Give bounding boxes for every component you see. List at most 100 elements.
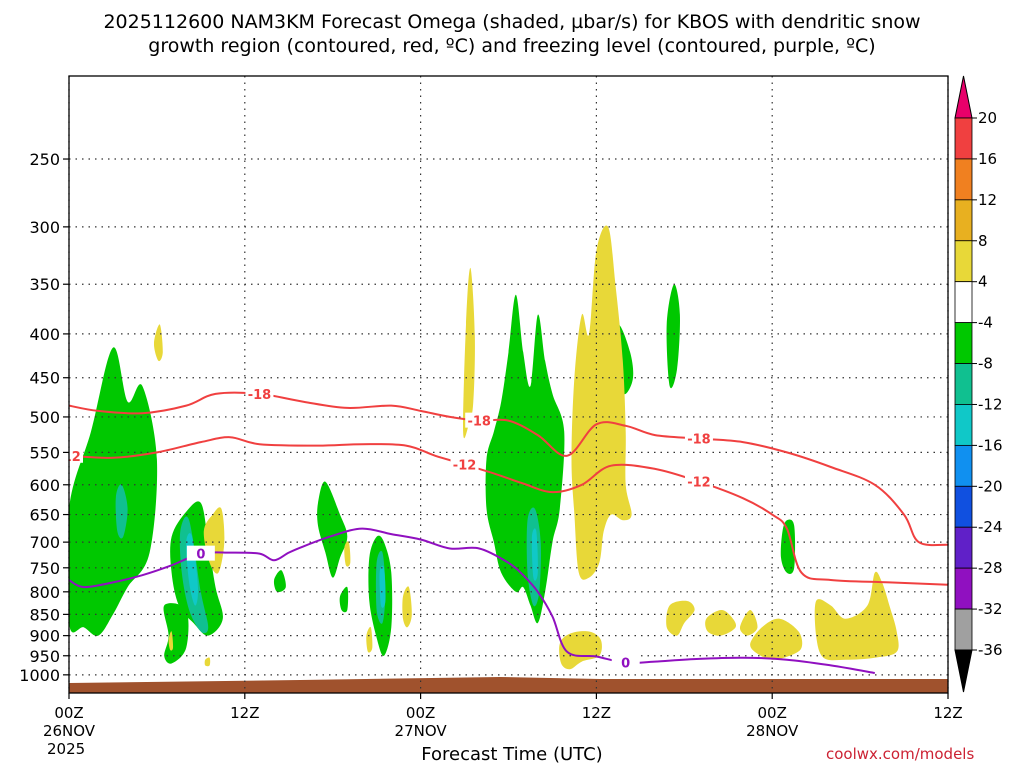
freezing-level-contour-label-0: 0 [196,548,205,563]
contour-minus12-label-bg-0 [69,447,83,463]
terrain-layer [69,677,948,693]
colorbar-label-3: 8 [978,232,988,250]
colorbar-band-1 [954,158,973,201]
colorbar-band-4 [954,281,973,324]
contour-minus12 [69,436,948,586]
ytick-label-750: 750 [29,559,60,578]
xtick-label-4: 00Z [758,704,787,722]
xtick-label-2: 00Z [406,704,435,722]
contour-minus18-label-0: -18 [248,388,272,403]
omega-region-0 [69,347,158,636]
omega-region-21 [204,657,211,667]
colorbar-label-9: -20 [978,477,1003,495]
omega-region-7 [485,294,565,624]
colorbar-label-11: -28 [978,559,1003,577]
ytick-label-950: 950 [29,647,60,666]
colorbar-bottom-arrow [954,649,973,693]
omega-region-28 [666,600,695,636]
xtick-sublabel-0: 26NOV [43,722,96,740]
contour-minus12-label-bg-1 [450,456,479,472]
omega-region-23 [402,586,412,628]
colorbar-label-13: -36 [978,641,1003,659]
colorbar-band-3 [954,240,973,283]
freezing-level-contour-label-1: 0 [621,657,630,672]
contour-minus18-label-bg-0 [245,385,274,401]
omega-region-18 [153,324,163,362]
colorbar-band-0 [954,117,973,160]
ytick-label-500: 500 [29,408,60,427]
colorbar-band-10 [954,526,973,569]
colorbar-label-1: 16 [978,150,997,168]
colorbar-band-9 [954,485,973,528]
chart-title-line2: growth region (contoured, red, ºC) and f… [148,35,876,57]
ytick-label-850: 850 [29,605,60,624]
colorbar-band-2 [954,199,973,242]
colorbar-top-arrow [954,75,973,119]
omega-region-20 [168,631,174,651]
omega-region-25 [366,626,373,653]
xtick-label-5: 12Z [933,704,962,722]
contour-minus18-label-bg-1 [465,412,494,428]
omega-region-27 [559,631,602,670]
colorbar-label-7: -12 [978,395,1003,413]
omega-region-26 [571,225,632,580]
colorbar-band-11 [954,567,973,610]
credit-link[interactable]: coolwx.com/models [826,745,975,763]
ytick-label-400: 400 [29,325,60,344]
colorbar: 20 16 12 8 4 -4 -8 -12 -16 -20 -24 -28 -32 -36 [954,75,1003,693]
contour-layer: -18 -18 -18 -12 -12 -12 0 0 [57,385,948,674]
chart-title-line1: 2025112600 NAM3KM Forecast Omega (shaded… [103,11,921,33]
colorbar-label-4: 4 [978,273,988,291]
colorbar-label-0: 20 [978,109,997,127]
omega-shading-layer [69,225,899,670]
colorbar-label-8: -16 [978,436,1003,454]
omega-region-24 [463,267,475,439]
ytick-label-900: 900 [29,627,60,646]
xtick-label-1: 12Z [230,704,259,722]
axis-layer: 250 300 350 400 450 500 550 600 650 700 750 800 850 9… [19,75,963,758]
contour-minus12-label-bg-2 [684,473,713,489]
omega-region-22 [344,541,351,567]
xtick-label-0: 00Z [54,704,83,722]
colorbar-label-6: -8 [978,355,993,373]
freezing-level-contour-label-bg-0 [186,545,215,561]
omega-region-3 [273,570,286,593]
ytick-label-350: 350 [29,275,60,294]
omega-region-32 [814,571,899,661]
xtick-sublabel-4: 28NOV [746,722,799,740]
colorbar-label-12: -32 [978,600,1003,618]
contour-minus18-label-2: -18 [687,433,711,448]
ytick-label-650: 650 [29,506,60,525]
contour-minus12-label-1: -12 [453,458,477,473]
colorbar-label-2: 12 [978,191,997,209]
colorbar-band-8 [954,444,973,487]
omega-region-10 [780,519,796,574]
terrain-band [69,677,948,693]
xtick-sublabel-2: 27NOV [395,722,448,740]
ytick-label-800: 800 [29,583,60,602]
omega-region-17 [531,528,538,581]
contour-minus12-label-2: -12 [687,476,711,491]
ytick-label-450: 450 [29,369,60,388]
contour-minus18-label-bg-2 [684,430,713,446]
omega-region-11 [115,484,128,539]
xtick-year-label: 2025 [47,740,85,758]
ytick-label-250: 250 [29,150,60,169]
ytick-label-550: 550 [29,443,60,462]
xtick-label-3: 12Z [582,704,611,722]
contour-minus18-label-1: -18 [467,415,491,430]
ytick-label-300: 300 [29,218,60,237]
omega-region-4 [317,481,348,578]
omega-region-5 [339,586,349,613]
contour-minus12-label-0: -12 [57,450,81,465]
omega-region-31 [750,618,803,660]
colorbar-band-5 [954,322,973,364]
x-axis-title: Forecast Time (UTC) [421,744,603,765]
colorbar-band-6 [954,363,973,405]
colorbar-label-10: -24 [978,518,1003,536]
colorbar-label-5: -4 [978,314,993,332]
colorbar-band-7 [954,404,973,446]
contour-minus18 [69,391,948,547]
plot-frame [68,75,949,694]
